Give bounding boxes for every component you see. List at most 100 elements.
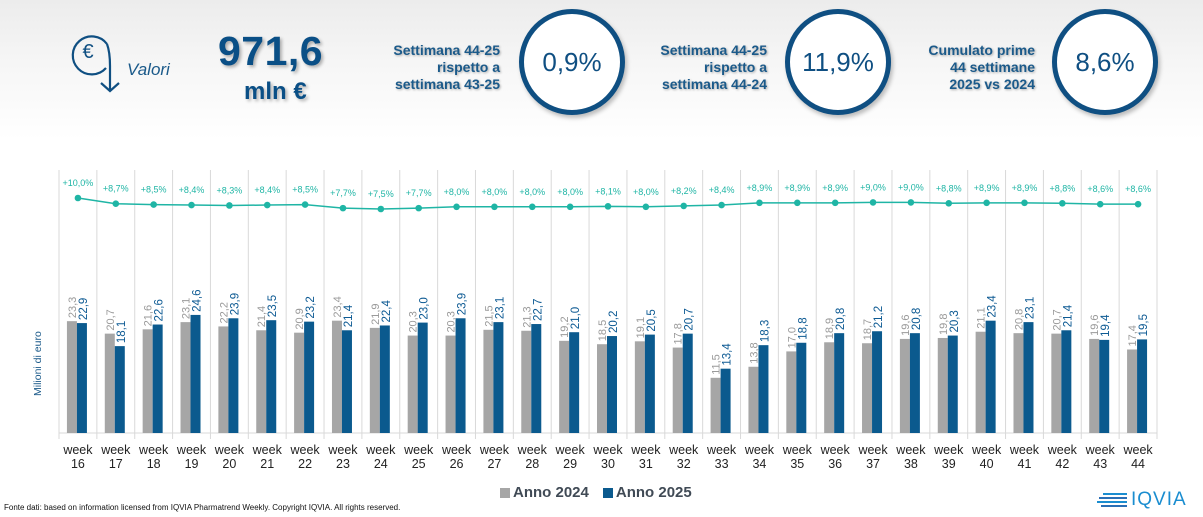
growth-label: +8,9% — [974, 183, 1000, 193]
kpi-label-line: Settimana 44-25 — [393, 42, 500, 58]
growth-label: +8,8% — [936, 183, 962, 193]
growth-point — [983, 199, 990, 207]
x-tick-label: week — [555, 443, 586, 457]
x-tick-label: week — [592, 443, 623, 457]
growth-point — [869, 199, 877, 206]
bar-label-2024: 21,3 — [521, 306, 533, 327]
bar-label-2024: 18,7 — [862, 319, 874, 340]
x-tick-label: 28 — [525, 457, 539, 471]
x-tick-label: week — [479, 443, 510, 457]
growth-point — [794, 199, 801, 207]
bar-2025 — [1137, 339, 1148, 433]
x-tick-label: week — [782, 443, 813, 457]
x-tick-label: 18 — [147, 457, 161, 471]
bar-label-2024: 21,1 — [976, 307, 988, 328]
bars — [66, 314, 1148, 433]
growth-label: +8,3% — [216, 185, 242, 195]
x-tick-label: week — [214, 443, 245, 457]
growth-label: +9,0% — [898, 182, 924, 192]
bar-2025 — [569, 332, 580, 433]
growth-label: +8,0% — [557, 187, 583, 197]
growth-point — [226, 202, 233, 209]
bar-label-2024: 20,9 — [294, 308, 306, 329]
iqvia-logo: IQVIA — [1097, 489, 1187, 511]
total-value: 971,6 — [218, 28, 324, 74]
kpi-label-line: settimana 43-25 — [394, 76, 500, 92]
bar-label-2025: 20,5 — [646, 309, 658, 331]
x-tick-label: week — [1122, 443, 1153, 457]
bar-2025 — [1023, 322, 1034, 433]
x-tick-label: week — [290, 443, 321, 457]
growth-label: +8,5% — [141, 185, 167, 195]
bar-2024 — [1089, 338, 1100, 433]
bar-2025 — [341, 330, 352, 433]
growth-point — [453, 203, 460, 211]
bar-2024 — [1013, 333, 1024, 433]
bar-2025 — [190, 314, 201, 433]
x-tick-label: 22 — [298, 457, 312, 471]
growth-label: +8,9% — [747, 183, 773, 193]
kpi-label-line: Settimana 44-25 — [660, 42, 767, 58]
euro-down-arrow-icon: € — [71, 35, 120, 93]
x-tick-label: week — [630, 443, 661, 457]
bar-2024 — [294, 332, 305, 433]
bar-2024 — [786, 351, 797, 433]
x-tick-label: week — [1047, 443, 1078, 457]
bar-2024 — [142, 329, 153, 433]
growth-label: +8,4% — [254, 185, 280, 195]
bar-2024 — [824, 342, 835, 433]
growth-label: +7,7% — [406, 188, 432, 198]
growth-point — [263, 201, 271, 209]
bar-label-2024: 11,5 — [711, 354, 723, 375]
bar-2024 — [748, 366, 759, 433]
x-tick-label: week — [744, 443, 775, 457]
bar-label-2025: 21,2 — [873, 306, 885, 328]
x-tick-label: 23 — [336, 457, 350, 471]
growth-point — [150, 201, 157, 208]
bar-2025 — [720, 368, 731, 433]
bar-label-2025: 20,2 — [608, 311, 620, 333]
kpi-weekly-vs-previous-value: 0,9% — [519, 9, 625, 115]
growth-point — [301, 201, 309, 208]
x-tick-label: week — [403, 443, 434, 457]
growth-label: +8,2% — [671, 186, 697, 196]
bar-label-2024: 20,3 — [446, 311, 458, 332]
bar-label-2025: 20,3 — [949, 310, 961, 332]
labels: 23,3 22,9week16+10,0%20,718,1week17+8,7%2… — [62, 178, 1153, 471]
values-label: Valori — [127, 60, 170, 79]
x-tick-label: 19 — [185, 457, 199, 471]
x-tick-label: 34 — [752, 457, 766, 471]
bar-label-2025: 19,4 — [1100, 314, 1112, 337]
bar-label-2025: 20,8 — [911, 308, 923, 330]
bar-label-2024: 20,3 — [408, 311, 420, 332]
x-tick-label: 39 — [942, 457, 956, 471]
kpi-label-line: settimana 44-24 — [661, 76, 767, 92]
bar-2024 — [483, 329, 494, 433]
growth-point — [415, 204, 422, 212]
x-tick-label: week — [252, 443, 283, 457]
x-tick-label: 20 — [222, 457, 236, 471]
growth-label: +8,1% — [595, 186, 621, 196]
bar-label-2025: 23,9 — [457, 293, 469, 315]
bar-2025 — [909, 333, 920, 433]
bar-label-2024: 18,5 — [597, 320, 609, 341]
x-tick-label: 25 — [412, 457, 426, 471]
growth-point — [604, 203, 612, 210]
growth-label: +8,0% — [482, 187, 508, 197]
bar-2025 — [872, 331, 883, 433]
bar-label-2024: 19,6 — [900, 314, 912, 335]
bar-label-2025: 23,4 — [987, 295, 999, 318]
legend-label-2024: Anno 2024 — [513, 484, 589, 501]
growth-point — [1096, 200, 1104, 208]
iqvia-lines-icon — [1097, 493, 1127, 507]
x-tick-label: 41 — [1018, 457, 1032, 471]
bar-2025 — [76, 323, 87, 433]
x-tick-label: week — [706, 443, 737, 457]
bar-label-2025: 21,4 — [1062, 304, 1074, 327]
bar-2025 — [493, 322, 504, 433]
bar-2025 — [455, 318, 466, 433]
bar-2024 — [975, 331, 986, 433]
kpi-weekly-vs-last-year-label: Settimana 44-25 rispetto a settimana 44-… — [645, 42, 767, 93]
bar-2025 — [1099, 339, 1110, 433]
bar-label-2024: 19,1 — [635, 317, 647, 338]
